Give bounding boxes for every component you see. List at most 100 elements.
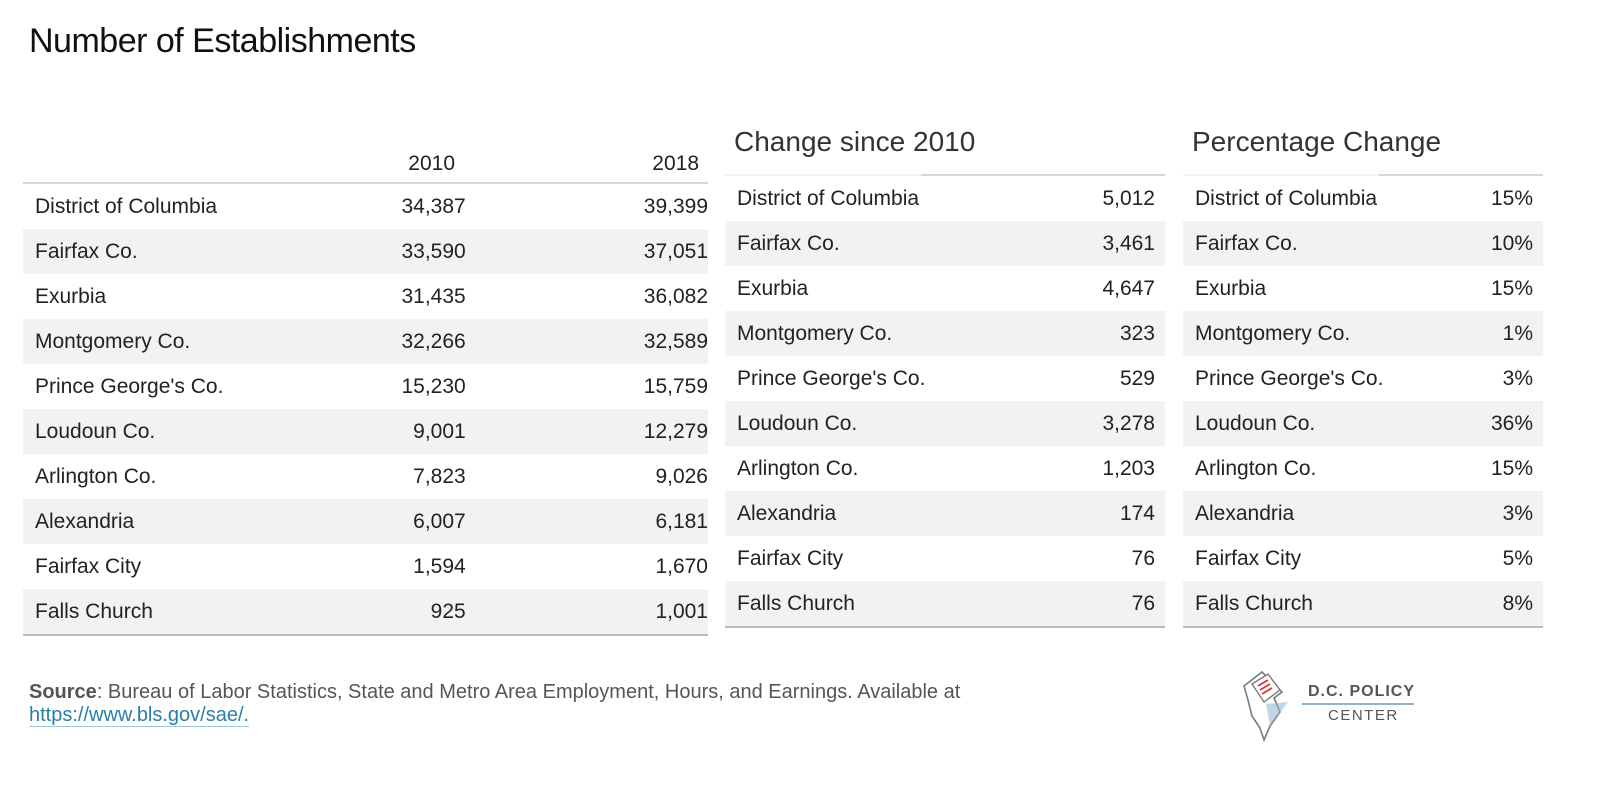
value-2018: 12,279 (643, 419, 708, 443)
row-label: Fairfax Co. (35, 239, 138, 263)
table-row: Montgomery Co. 32,266 32,589 (23, 319, 708, 364)
row-label: Exurbia (1195, 276, 1267, 300)
change-value: 3,278 (1102, 411, 1155, 435)
column-header-2018: 2018 (652, 152, 699, 175)
source-label: Source (29, 681, 97, 703)
value-2010: 1,594 (413, 554, 466, 578)
source-note: Source: Bureau of Labor Statistics, Stat… (29, 681, 960, 727)
table-row: Exurbia 4,647 (725, 266, 1165, 311)
row-label: Loudoun Co. (1195, 411, 1316, 435)
row-label: Falls Church (35, 599, 153, 623)
table-row: Arlington Co. 15% (1183, 446, 1543, 491)
percent-value: 1% (1502, 321, 1533, 345)
change-value: 174 (1119, 501, 1155, 525)
percentage-table-title: Percentage Change (1192, 126, 1442, 157)
row-label: Fairfax City (737, 546, 844, 570)
percent-value: 3% (1502, 501, 1533, 525)
value-2010: 32,266 (401, 329, 466, 353)
value-2018: 1,670 (655, 554, 708, 578)
table-header: Percentage Change (1183, 120, 1543, 176)
row-label: Arlington Co. (1195, 456, 1317, 480)
table-row: Exurbia 31,435 36,082 (23, 274, 708, 319)
value-2010: 31,435 (401, 284, 466, 308)
row-label: Exurbia (35, 284, 107, 308)
row-label: Loudoun Co. (737, 411, 858, 435)
table-body: District of Columbia 5,012 Fairfax Co. 3,46… (725, 176, 1165, 628)
source-link[interactable]: https://www.bls.gov/sae/. (29, 704, 250, 727)
row-label: Alexandria (1195, 501, 1295, 525)
table-row: Arlington Co. 7,823 9,026 (23, 454, 708, 499)
dc-policy-center-logo: D.C. POLICY CENTER (1240, 668, 1430, 743)
table-row: Falls Church 925 1,001 (23, 589, 708, 634)
percent-value: 3% (1502, 366, 1533, 390)
page-title: Number of Establishments (29, 22, 416, 60)
table-body: District of Columbia 15% Fairfax Co. 10% Exu… (1183, 176, 1543, 628)
row-label: Alexandria (737, 501, 837, 525)
header-accent (1183, 174, 1379, 176)
table-header: 2010 2018 (23, 120, 708, 184)
row-label: Loudoun Co. (35, 419, 156, 443)
row-label: Fairfax Co. (1195, 231, 1298, 255)
table-row: Falls Church 8% (1183, 581, 1543, 626)
row-label: Prince George's Co. (1195, 366, 1384, 390)
table-row: District of Columbia 5,012 (725, 176, 1165, 221)
table-row: Prince George's Co. 3% (1183, 356, 1543, 401)
table-row: Arlington Co. 1,203 (725, 446, 1165, 491)
change-value: 323 (1119, 321, 1155, 345)
column-header-2010: 2010 (408, 152, 455, 175)
value-2018: 32,589 (643, 329, 708, 353)
row-label: Prince George's Co. (35, 374, 224, 398)
row-label: Montgomery Co. (1195, 321, 1351, 345)
value-2018: 39,399 (643, 194, 708, 218)
value-2018: 9,026 (655, 464, 708, 488)
table-row: Montgomery Co. 1% (1183, 311, 1543, 356)
change-value: 76 (1131, 591, 1155, 615)
table-row: Prince George's Co. 15,230 15,759 (23, 364, 708, 409)
value-2018: 6,181 (655, 509, 708, 533)
value-2010: 33,590 (401, 239, 466, 263)
percentage-table: Percentage Change District of Columbia 15… (1183, 120, 1543, 628)
row-label: Falls Church (737, 591, 855, 615)
header-rule (725, 174, 1165, 176)
value-2010: 7,823 (413, 464, 466, 488)
value-2018: 1,001 (655, 599, 708, 623)
row-label: Prince George's Co. (737, 366, 926, 390)
table-row: Fairfax Co. 3,461 (725, 221, 1165, 266)
percent-value: 10% (1490, 231, 1533, 255)
table-row: Loudoun Co. 3,278 (725, 401, 1165, 446)
change-value: 3,461 (1102, 231, 1155, 255)
change-value: 5,012 (1102, 186, 1155, 210)
table-row: Fairfax City 1,594 1,670 (23, 544, 708, 589)
value-2010: 925 (430, 599, 466, 623)
table-row: Fairfax City 5% (1183, 536, 1543, 581)
table-row: Alexandria 3% (1183, 491, 1543, 536)
table-header: Change since 2010 (725, 120, 1165, 176)
value-2018: 37,051 (643, 239, 708, 263)
value-2018: 36,082 (643, 284, 708, 308)
percent-value: 5% (1502, 546, 1533, 570)
change-table-title: Change since 2010 (734, 126, 976, 157)
value-2010: 6,007 (413, 509, 466, 533)
value-2010: 9,001 (413, 419, 466, 443)
value-2018: 15,759 (643, 374, 708, 398)
row-label: District of Columbia (35, 194, 218, 218)
row-label: Exurbia (737, 276, 809, 300)
row-label: Arlington Co. (35, 464, 157, 488)
table-row: Alexandria 6,007 6,181 (23, 499, 708, 544)
table-row: Exurbia 15% (1183, 266, 1543, 311)
table-row: Fairfax Co. 10% (1183, 221, 1543, 266)
logo-rule (1302, 703, 1414, 705)
table-row: Loudoun Co. 36% (1183, 401, 1543, 446)
row-label: District of Columbia (1195, 186, 1378, 210)
table-row: District of Columbia 15% (1183, 176, 1543, 221)
percent-value: 15% (1490, 276, 1533, 300)
row-label: Fairfax Co. (737, 231, 840, 255)
header-rule (23, 182, 708, 184)
table-row: Loudoun Co. 9,001 12,279 (23, 409, 708, 454)
row-label: Falls Church (1195, 591, 1313, 615)
value-2010: 15,230 (401, 374, 466, 398)
table-row: Alexandria 174 (725, 491, 1165, 536)
value-2010: 34,387 (401, 194, 466, 218)
change-table: Change since 2010 District of Columbia 5,… (725, 120, 1165, 628)
row-label: Alexandria (35, 509, 135, 533)
